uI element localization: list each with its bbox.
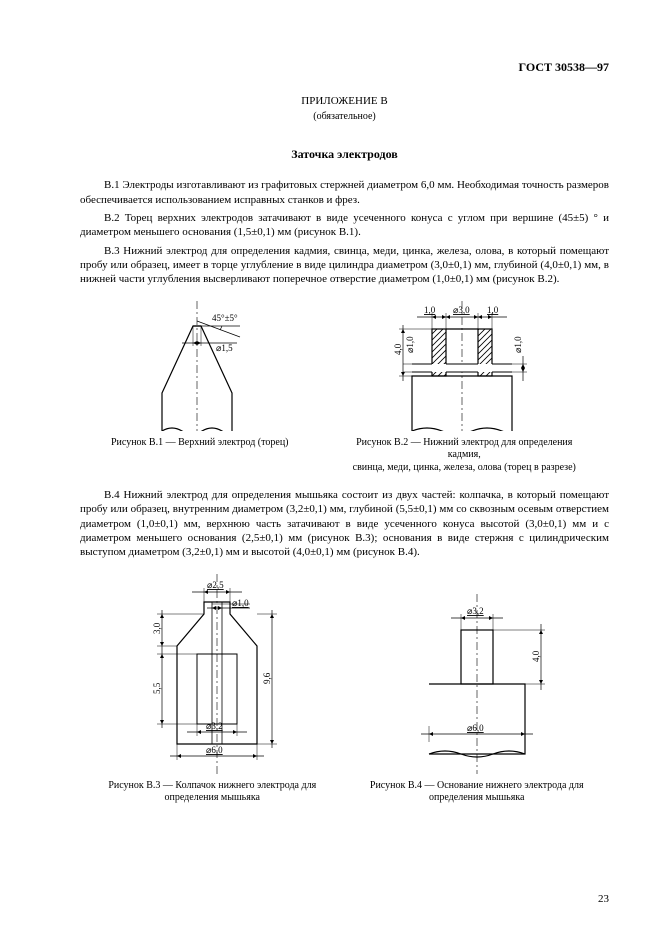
dim-d-small: ⌀1,5 [216, 343, 233, 353]
doc-id: ГОСТ 30538—97 [80, 60, 609, 76]
caption-row-2: Рисунок В.3 — Колпачок нижнего электрода… [80, 780, 609, 805]
page-number: 23 [598, 892, 609, 906]
para-b2: В.2 Торец верхних электродов затачивают … [80, 211, 609, 240]
dim-d25: ⌀2,5 [207, 580, 224, 590]
dim-d60: ⌀6,0 [206, 745, 223, 755]
para-b1: В.1 Электроды изготавливают из графитовы… [80, 178, 609, 207]
appendix-kind: (обязательное) [80, 110, 609, 123]
dim-angle: 45°±5° [212, 313, 238, 323]
caption-b1: Рисунок В.1 — Верхний электрод (торец) [100, 437, 300, 475]
dim-h4-b4: 4,0 [531, 650, 541, 662]
caption-row-1: Рисунок В.1 — Верхний электрод (торец) Р… [80, 437, 609, 475]
dim-d1: ⌀1,0 [405, 335, 415, 352]
dim-d10: ⌀1,0 [232, 598, 249, 608]
figure-b4: ⌀3,2 4,0 ⌀6,0 [397, 594, 567, 774]
dim-h4: 4,0 [393, 343, 403, 355]
para-b3: В.3 Нижний электрод для определения кадм… [80, 244, 609, 287]
figure-b2: 1,0 ⌀3,0 1,0 4,0 ⌀1,0 ⌀1,0 [357, 301, 567, 431]
appendix-label: ПРИЛОЖЕНИЕ В [80, 94, 609, 108]
dim-d32-b4: ⌀3,2 [467, 606, 484, 616]
dim-d32: ⌀3,2 [206, 721, 223, 731]
figure-row-1: 45°±5° ⌀1,5 [80, 301, 609, 431]
section-title: Заточка электродов [80, 147, 609, 163]
dim-d3: ⌀3,0 [453, 305, 470, 315]
dim-l1b: 1,0 [487, 305, 499, 315]
caption-b3: Рисунок В.3 — Колпачок нижнего электрода… [87, 780, 337, 805]
dim-h55: 5,5 [152, 682, 162, 694]
dim-h96: 9,6 [262, 672, 272, 684]
dim-d1b: ⌀1,0 [513, 335, 523, 352]
dim-d60-b4: ⌀6,0 [467, 723, 484, 733]
dim-l1: 1,0 [424, 305, 436, 315]
para-b4: В.4 Нижний электрод для определения мышь… [80, 488, 609, 559]
figure-b3: ⌀2,5 ⌀1,0 3,0 5,5 9,6 ⌀3,2 [122, 574, 312, 774]
figure-b1: 45°±5° ⌀1,5 [122, 301, 272, 431]
dim-h3: 3,0 [152, 622, 162, 634]
figure-row-2: ⌀2,5 ⌀1,0 3,0 5,5 9,6 ⌀3,2 [80, 574, 609, 774]
caption-b2: Рисунок В.2 — Нижний электрод для опреде… [339, 437, 589, 475]
caption-b4: Рисунок В.4 — Основание нижнего электрод… [352, 780, 602, 805]
